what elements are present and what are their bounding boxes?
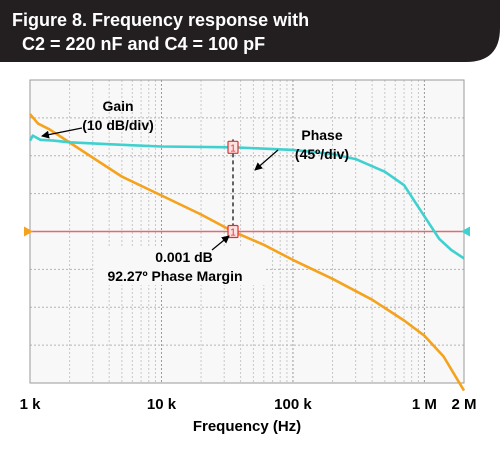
phase-scale-label: (45º/div) [295,146,349,162]
marker-label: 1 [230,228,236,239]
marker-layer: 11 [227,140,239,239]
phase-arrow [254,149,279,171]
crossover-gain-value: 0.001 dB [155,249,213,265]
crossover-arrow [211,235,230,251]
figure-title-line1: Figure 8. Frequency response with [12,10,309,30]
marker-label: 1 [230,143,236,154]
ref-marker-right-triangle [461,226,470,237]
x-tick-labels: 1 k 10 k 100 k 1 M 2 M [20,396,477,413]
title-banner [0,0,500,62]
gain-arrow [41,127,83,139]
figure-title-line2: C2 = 220 nF and C4 = 100 pF [22,34,265,54]
marker-phase: 1 [227,140,239,154]
phase-label: Phase [301,127,342,143]
ref-marker-left-triangle [24,226,33,237]
x-tick-label: 1 M [412,396,437,413]
gain-scale-label: (10 dB/div) [82,117,154,133]
marker-gain: 1 [227,224,239,239]
x-tick-label: 10 k [147,396,177,413]
x-tick-label: 100 k [274,396,312,413]
gain-label: Gain [102,98,133,114]
x-tick-label: 1 k [20,396,42,413]
crossover-label-bg [94,247,266,285]
series-line-phase [28,134,465,260]
x-axis-label: Frequency (Hz) [193,418,301,435]
crossover-phase-margin: 92.27º Phase Margin [107,268,242,284]
x-tick-label: 2 M [451,396,476,413]
